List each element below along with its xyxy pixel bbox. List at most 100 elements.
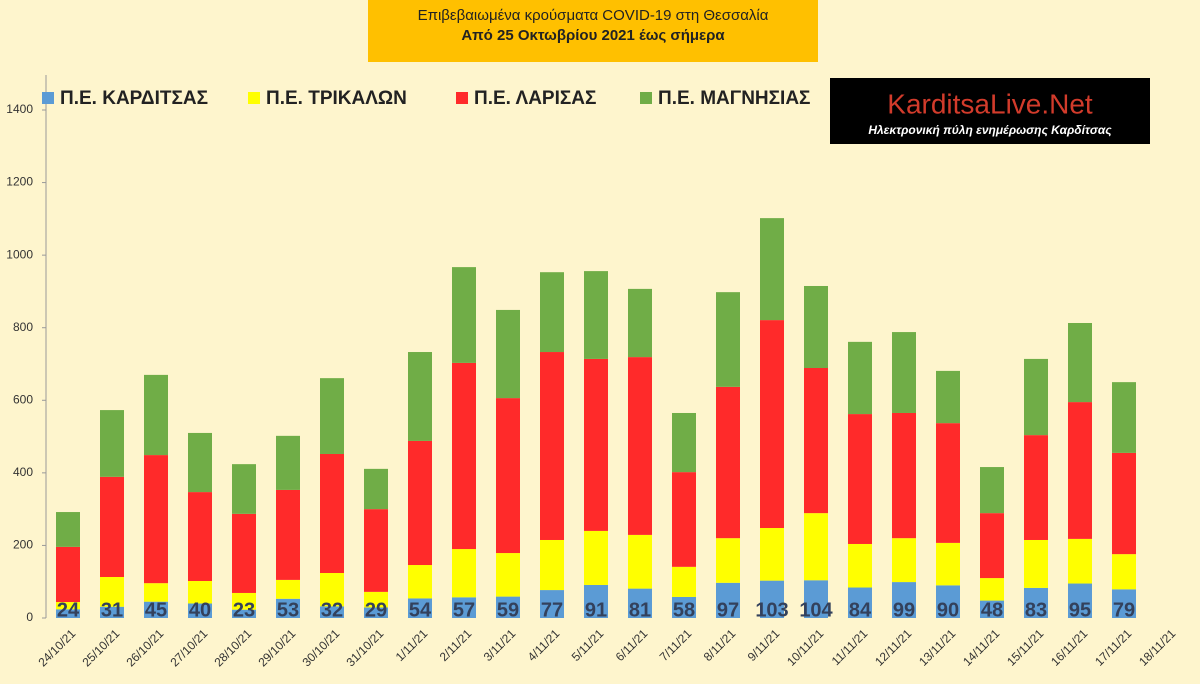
bar-segment [100,606,124,618]
bar-segment [276,435,300,490]
bar-segment [496,398,520,554]
bar-segment [144,455,168,584]
bar-segment [100,576,124,607]
bar-segment [452,267,476,363]
bar-segment [892,582,916,618]
bar-segment [1112,554,1136,590]
data-label: 77 [541,599,563,621]
bar-segment [584,530,608,585]
bar-segment [892,538,916,583]
bar-segment [540,590,564,618]
bar-segment [276,579,300,599]
bar-segment [232,513,256,593]
title-box [368,0,818,62]
data-label: 95 [1069,599,1091,621]
bar-segment [276,489,300,580]
bar-segment [716,386,740,539]
bar-segment [936,542,960,586]
bar-segment [144,601,168,618]
bar-segment [848,414,872,544]
bar-segment [100,410,124,477]
bar-segment [232,464,256,514]
data-label: 99 [893,599,915,621]
bar-segment [936,585,960,618]
data-label: 29 [365,599,387,621]
data-label: 81 [629,599,651,621]
bar-segment [892,412,916,539]
legend-label: Π.Ε. ΚΑΡΔΙΤΣΑΣ [60,88,208,109]
bar-segment [408,598,432,618]
bar-segment [1024,358,1048,436]
bar-segment [628,588,652,618]
bar-segment [540,539,564,591]
bar-segment [364,509,388,592]
bar-segment [980,578,1004,601]
legend-swatch [248,92,260,104]
bar-segment [892,332,916,413]
bar-segment [56,609,80,618]
y-tick-label: 1200 [6,175,33,189]
bar-segment [1024,435,1048,540]
data-label: 84 [849,599,872,621]
bar-segment [980,600,1004,618]
y-tick-label: 400 [13,465,33,479]
bar-segment [804,285,828,368]
bar-segment [936,370,960,424]
bar-segment [1024,587,1048,618]
y-tick-label: 200 [13,538,33,552]
bar-segment [1112,452,1136,555]
data-label: 104 [799,599,833,621]
bar-segment [364,607,388,618]
y-tick-label: 800 [13,320,33,334]
bar-segment [188,432,212,493]
bar-segment [1068,322,1092,403]
data-label: 58 [673,599,695,621]
data-label: 57 [453,599,475,621]
y-tick-label: 1000 [6,247,33,261]
bar-segment [672,412,696,473]
bar-segment [584,358,608,531]
bar-segment [408,565,432,599]
bar-segment [408,440,432,566]
bar-segment [848,587,872,618]
data-label: 23 [233,599,255,621]
bar-segment [1068,402,1092,539]
data-label: 40 [189,599,211,621]
data-label: 45 [145,599,167,621]
bar-segment [144,374,168,456]
logo-title: KarditsaLive.Net [887,88,1093,119]
data-label: 32 [321,599,343,621]
data-label: 59 [497,599,519,621]
data-label: 103 [755,599,788,621]
y-tick-label: 600 [13,392,33,406]
data-label: 83 [1025,599,1047,621]
bar-segment [452,549,476,598]
bar-segment [320,573,344,607]
bar-segment [188,580,212,604]
bar-segment [100,476,124,577]
legend-swatch [42,92,54,104]
bar-segment [320,453,344,574]
logo-tagline: Ηλεκτρονική πύλη ενημέρωσης Καρδίτσας [868,123,1112,137]
bar-segment [804,513,828,581]
bar-segment [364,591,388,608]
bar-segment [848,341,872,415]
legend-label: Π.Ε. ΤΡΙΚΑΛΩΝ [266,88,407,109]
bar-segment [540,352,564,540]
legend-swatch [640,92,652,104]
bar-segment [628,288,652,358]
data-label: 53 [277,599,299,621]
chart-title: Επιβεβαιωμένα κρούσματα COVID-19 στη Θεσ… [418,7,769,24]
bar-segment [56,546,80,603]
bar-segment [56,512,80,547]
y-tick-label: 1400 [6,102,33,116]
bar-segment [232,609,256,618]
data-label: 31 [101,599,123,621]
bar-segment [408,352,432,441]
bar-segment [144,583,168,602]
logo-box [830,78,1150,144]
data-label: 90 [937,599,959,621]
bar-segment [716,292,740,387]
